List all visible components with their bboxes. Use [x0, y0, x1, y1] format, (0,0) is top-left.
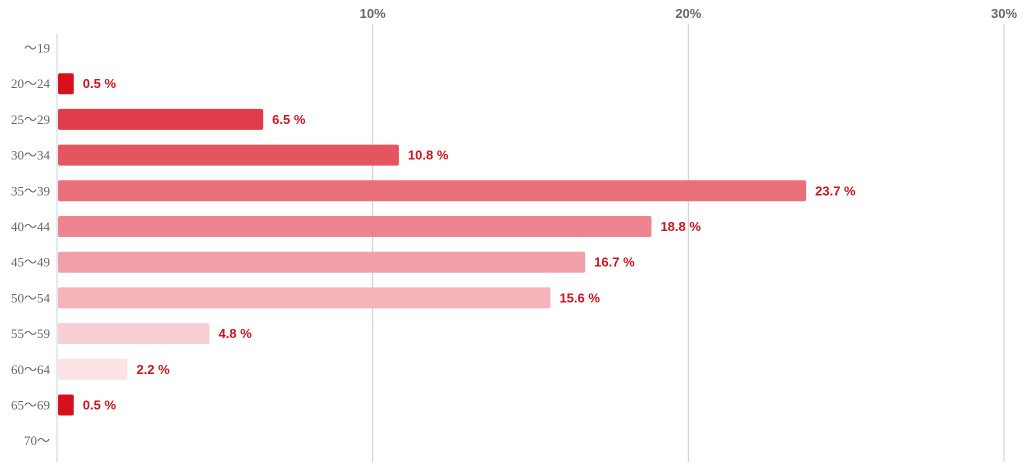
data-label: 10.8 % — [408, 148, 449, 163]
category-label: 20～24 — [11, 76, 51, 91]
bar-10 — [58, 358, 128, 380]
bar-8 — [58, 287, 551, 309]
category-label: ～19 — [24, 41, 50, 56]
data-label: 0.5 % — [83, 76, 117, 91]
data-label: 6.5 % — [272, 112, 306, 127]
data-label: 18.8 % — [660, 219, 701, 234]
category-label: 50～54 — [11, 290, 51, 305]
data-label: 4.8 % — [219, 326, 253, 341]
bar-4 — [58, 144, 399, 166]
bar-3 — [58, 108, 264, 130]
data-label: 16.7 % — [594, 255, 635, 270]
bar-5 — [58, 180, 807, 202]
x-tick-label-30: 30% — [991, 6, 1017, 21]
category-label: 40～44 — [11, 219, 51, 234]
category-label: 25～29 — [11, 112, 50, 127]
data-label: 0.5 % — [83, 398, 117, 413]
category-label: 35～39 — [11, 183, 50, 198]
bar-2 — [58, 73, 74, 95]
category-label: 45～49 — [11, 255, 50, 270]
data-label: 2.2 % — [136, 362, 170, 377]
x-tick-label-10: 10% — [360, 6, 386, 21]
bar-9 — [58, 323, 210, 345]
category-label: 60～64 — [11, 362, 51, 377]
data-label: 23.7 % — [815, 183, 856, 198]
bar-11 — [58, 394, 74, 416]
category-label: 70～ — [24, 433, 50, 448]
x-tick-label-20: 20% — [675, 6, 701, 21]
data-label: 15.6 % — [559, 290, 600, 305]
category-label: 55～59 — [11, 326, 50, 341]
bar-7 — [58, 251, 586, 273]
category-label: 30～34 — [11, 148, 51, 163]
bar-6 — [58, 216, 652, 237]
category-label: 65～69 — [11, 398, 50, 413]
